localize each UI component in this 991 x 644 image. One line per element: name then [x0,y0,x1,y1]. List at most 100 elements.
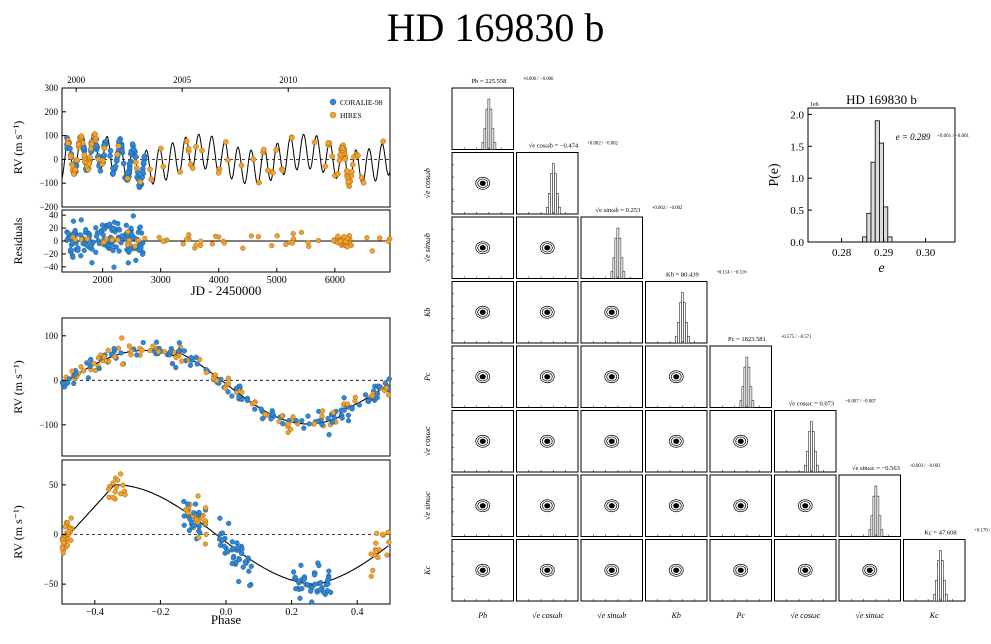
phase-b-point-hires [330,410,336,416]
residuals-point-hires [315,237,322,244]
residuals-point-hires [180,241,186,247]
phase-c-point-coralie [217,515,223,521]
corner-contour-mid [606,501,618,511]
corner-diag-title: √e cosωb = −0.474 [529,142,579,150]
rv-time-point-hires [148,176,154,183]
corner-ylabel: √e cosωc [423,426,432,456]
residuals-point-coralie [106,221,113,227]
residuals-point-hires [335,233,341,239]
phase-c-point-hires [368,551,374,557]
corner-panel-frame [838,474,901,537]
rv-time-point-hires [355,152,361,159]
corner-contour-outer [475,176,491,190]
rv-time-point-hires [183,138,190,144]
phase-b-point-coralie [377,384,383,390]
phase-c-point-coralie [225,549,231,555]
residuals-point-coralie [93,225,99,231]
corner-contour-mid [670,372,682,382]
phase-b-point-hires [225,375,231,381]
corner-contour-mid [735,501,747,511]
corner-panel-frame [645,281,708,344]
phase-b-point-coralie [194,361,200,367]
phase-b-point-hires [262,411,268,417]
corner-contour-mid [477,501,489,511]
rv-time-point-coralie [67,145,73,152]
corner-hist-bar [558,206,561,215]
residuals-point-coralie [126,247,133,253]
corner-hist-bar [687,335,690,344]
rv-time-point-hires [336,157,343,164]
residuals-point-hires [337,238,343,245]
residuals-xtick-label: 3000 [151,275,171,286]
rv-time-point-hires [68,154,74,160]
phase-c-point-coralie [242,559,248,565]
phase-b-point-coralie [305,413,311,419]
phase-b-point-hires [311,420,317,427]
rv-time-point-hires [380,138,386,145]
residuals-point-hires [126,237,132,244]
phase-b-point-coralie [319,422,325,428]
legend-hires-label: HIRES [340,111,362,120]
corner-hist-bar [616,227,620,279]
corner-xlabel: Kb [671,611,681,620]
phase-c-point-coralie [236,578,242,585]
corner-panel-frame [580,216,643,279]
phase-b-point-coralie [341,407,347,413]
ecc-hist-annotation: e = 0.289 [896,132,931,142]
corner-contour-mid [541,307,553,317]
corner-contour-mid [541,565,553,575]
phase-b-point-coralie [258,406,264,412]
corner-contour-core [673,374,680,380]
corner-contour-outer [797,499,813,513]
rv-time-point-hires [147,166,153,173]
corner-hist-bar [935,580,938,602]
corner-diag-title: Kc = 47.608 [924,530,956,537]
residuals-point-hires [109,237,115,243]
rv-time-ytick-label: 100 [45,131,59,141]
corner-contour-core [479,245,486,251]
corner-hist-bar [804,464,807,473]
corner-contour-core [737,438,744,444]
rv-time-point-hires [101,145,108,151]
rv-time-point-coralie [93,142,100,149]
phase-c-point-hires [106,486,112,493]
phase-b-point-coralie [299,418,305,424]
rv-time-ytick-label: 0 [54,154,59,164]
corner-contour-outer [604,305,620,319]
corner-hist-bar [878,515,882,537]
phase-c-point-coralie [316,562,322,569]
rv-time-point-hires [345,178,352,185]
corner-contour-core [544,374,551,380]
corner-hist-bar [808,431,811,473]
phase-b-point-coralie [326,432,332,438]
residuals-point-coralie [100,232,106,238]
ecc-hist-bar [883,206,889,243]
phase-c-point-hires [203,531,209,538]
residuals-point-coralie [119,233,125,239]
phase-b-point-hires [369,393,376,399]
residuals-point-hires [290,230,296,237]
phase-c-point-hires [185,510,191,516]
ecc-hist-scale: 1e6 [810,102,819,108]
corner-contour-mid [477,436,489,446]
corner-hist-bar [749,386,753,408]
residuals-point-coralie [138,245,144,251]
phase-b-point-coralie [167,349,173,355]
phase-c-point-hires [120,482,126,488]
phase-b-point-coralie [260,415,266,421]
residuals-point-hires [377,235,383,241]
phase-c-point-hires [60,550,66,556]
phase-c-point-coralie [326,568,332,574]
corner-diag-title: √e cosωc = 0.073 [789,400,834,408]
residuals-point-coralie [83,242,90,248]
phase-b-point-hires [239,389,245,395]
phase-b-point-coralie [362,392,369,398]
corner-hist-bar [622,271,626,279]
residuals-point-coralie [109,242,115,248]
phase-c-point-coralie [192,501,199,507]
corner-contour-outer [668,499,684,513]
phase-b-point-hires [105,347,111,353]
rv-time-point-hires [115,143,122,149]
rv-time-point-hires [65,140,71,147]
phase-c-xlabel: Phase [211,612,242,627]
